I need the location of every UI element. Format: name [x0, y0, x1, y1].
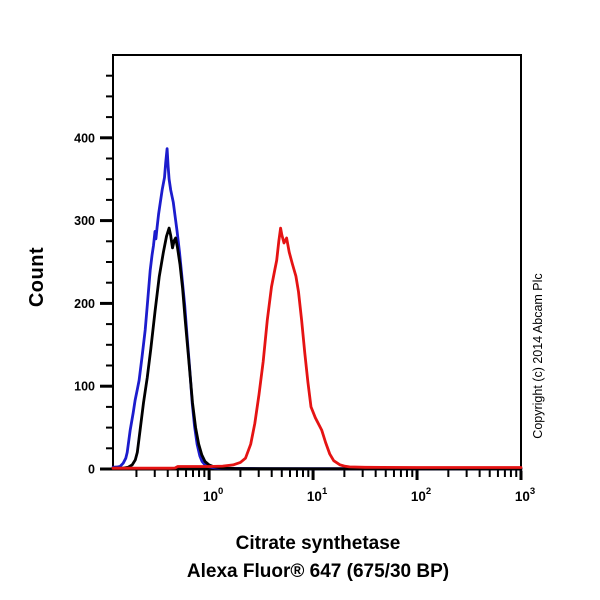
x-axis-tick-label: 103 — [515, 486, 535, 504]
red-curve — [111, 226, 523, 470]
x-axis-title-line2: Alexa Fluor® 647 (675/30 BP) — [186, 561, 450, 582]
black-curve — [111, 226, 523, 471]
y-axis-tick-label: 200 — [74, 297, 95, 311]
blue-curve — [111, 147, 523, 471]
plot-box — [112, 54, 522, 470]
y-axis-tick-label: 300 — [74, 214, 95, 228]
copyright-text: Copyright (c) 2014 Abcam Plc — [531, 273, 545, 439]
x-axis-title-line1: Citrate synthetase — [235, 533, 401, 554]
y-axis-tick-label: 400 — [74, 131, 95, 145]
y-axis-tick-label: 0 — [88, 463, 95, 477]
y-axis-tick-label: 100 — [74, 380, 95, 394]
y-axis-title: Count — [26, 246, 48, 308]
x-axis-tick-label: 100 — [203, 486, 223, 504]
x-axis-tick-label: 101 — [307, 486, 328, 504]
x-axis-tick-label: 102 — [411, 486, 431, 504]
